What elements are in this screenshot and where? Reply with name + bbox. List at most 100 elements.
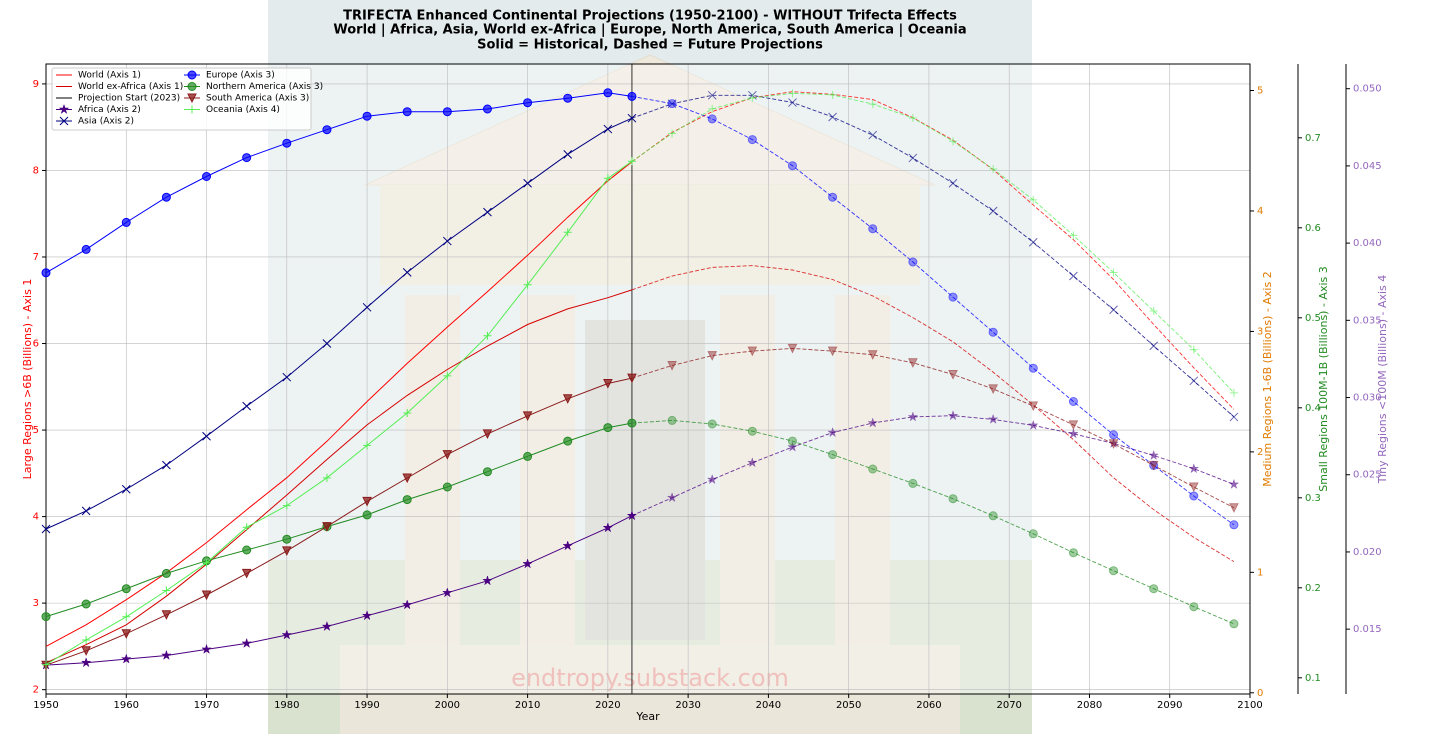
- data-point: [523, 280, 532, 289]
- y-tick-label: 0.035: [1353, 315, 1382, 326]
- y-tick-label: 0.3: [1305, 493, 1321, 504]
- series-line: [45, 422, 632, 618]
- data-point: [948, 370, 958, 380]
- data-point: [482, 575, 493, 586]
- data-point: [627, 418, 637, 428]
- data-point: [482, 104, 492, 114]
- data-point: [401, 599, 413, 610]
- data-point: [627, 157, 636, 166]
- temple-column: [520, 295, 575, 645]
- data-point: [241, 637, 252, 648]
- x-tick-label: 1950: [33, 700, 58, 711]
- legend-label: South America (Axis 3): [206, 94, 309, 104]
- y-axis-label: Small Regions 100M-1B (Billions) - Axis …: [1317, 266, 1330, 492]
- temple-entablature: [380, 185, 920, 285]
- data-point: [1229, 503, 1239, 513]
- data-point: [626, 510, 638, 521]
- data-point: [1229, 619, 1239, 629]
- data-point: [747, 135, 757, 145]
- data-point: [81, 244, 91, 254]
- data-point: [81, 599, 91, 609]
- data-point: [122, 612, 131, 621]
- data-point: [1068, 397, 1078, 406]
- data-point: [522, 411, 533, 422]
- data-point: [667, 99, 677, 109]
- data-point: [1109, 305, 1118, 315]
- data-point: [908, 478, 918, 488]
- data-point: [747, 346, 758, 357]
- series-line: [45, 515, 633, 666]
- data-point: [482, 467, 492, 477]
- data-point: [907, 411, 919, 422]
- data-point: [363, 441, 372, 450]
- y-tick-label: 0.040: [1353, 238, 1382, 249]
- data-point: [442, 236, 452, 246]
- data-point: [523, 451, 533, 461]
- series-line: [45, 92, 632, 274]
- data-point: [362, 496, 372, 507]
- data-point: [908, 114, 917, 123]
- series-line: [631, 95, 1235, 526]
- data-point: [787, 343, 798, 354]
- y-axis-label: Large Regions >6B (Billions) - Axis 1: [21, 279, 34, 480]
- y-tick-label: 4: [1257, 206, 1263, 217]
- data-point: [483, 207, 492, 217]
- data-point: [603, 379, 613, 389]
- data-point: [947, 410, 959, 421]
- series-line: [45, 161, 633, 647]
- plot-area: [46, 64, 1250, 694]
- data-point: [121, 584, 131, 594]
- y-tick-label: 0.4: [1305, 403, 1321, 414]
- legend-label: World ex-Africa (Axis 1): [78, 82, 183, 92]
- chart-title: Solid = Historical, Dashed = Future Proj…: [477, 38, 823, 53]
- data-point: [948, 178, 958, 188]
- watermark: endtropy.substack.com: [511, 664, 789, 692]
- data-point: [707, 90, 717, 100]
- series-line: [45, 289, 633, 664]
- y-tick-label: 0.5: [1305, 313, 1321, 324]
- data-point: [668, 129, 677, 138]
- data-point: [948, 494, 958, 504]
- data-point: [402, 107, 412, 117]
- data-point: [603, 88, 613, 98]
- data-point: [563, 436, 573, 446]
- data-point: [987, 413, 999, 424]
- legend-label: Africa (Axis 2): [78, 105, 141, 115]
- y-tick-label: 9: [33, 79, 39, 90]
- x-tick-label: 1960: [114, 700, 139, 711]
- data-point: [747, 457, 758, 468]
- data-point: [563, 93, 573, 103]
- data-point: [161, 192, 171, 202]
- data-point: [787, 161, 797, 171]
- data-point: [1189, 482, 1199, 493]
- data-point: [1149, 584, 1159, 594]
- data-point: [908, 358, 918, 368]
- data-point: [160, 649, 172, 660]
- y-tick-label: 7: [33, 252, 39, 263]
- x-tick-label: 2100: [1237, 700, 1262, 711]
- data-point: [1068, 420, 1079, 431]
- series-line: [45, 117, 633, 530]
- y-tick-label: 1: [1257, 567, 1263, 578]
- temple-column: [720, 295, 775, 645]
- data-point: [82, 635, 91, 644]
- data-point: [562, 540, 574, 551]
- data-point: [988, 206, 998, 216]
- data-point: [627, 373, 637, 384]
- data-point: [42, 660, 50, 669]
- data-point: [201, 590, 212, 601]
- data-point: [242, 153, 252, 163]
- data-point: [989, 165, 998, 173]
- data-point: [442, 450, 453, 460]
- data-point: [707, 419, 717, 429]
- y-tick-label: 0.7: [1305, 133, 1321, 144]
- x-tick-label: 2020: [595, 700, 620, 711]
- data-point: [748, 93, 757, 102]
- legend-label: Projection Start (2023): [78, 94, 180, 104]
- data-point: [1109, 268, 1118, 277]
- data-point: [201, 643, 212, 654]
- x-axis-label: Year: [635, 710, 660, 723]
- data-point: [482, 429, 493, 440]
- y-axis-label: Tiny Regions <100M (Billions) - Axis 4: [1376, 275, 1389, 485]
- data-point: [603, 174, 612, 183]
